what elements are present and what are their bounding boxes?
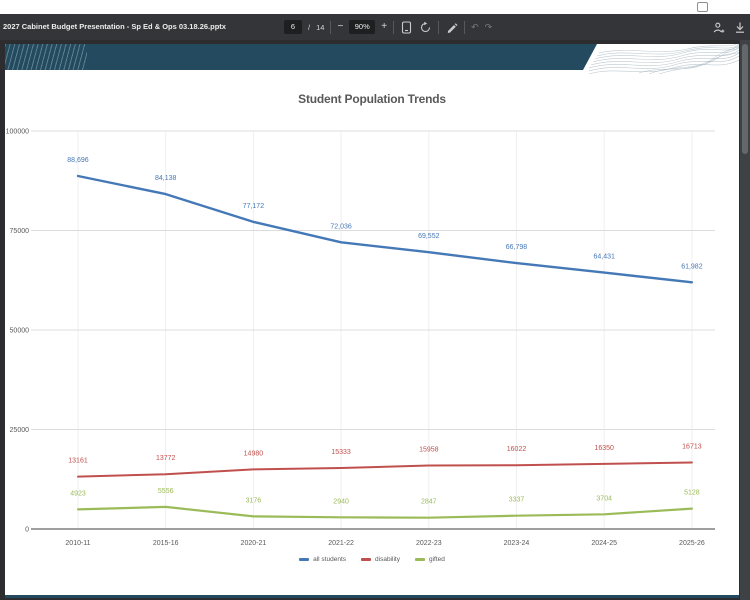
page-divider: /	[308, 22, 311, 32]
person-add-icon[interactable]	[712, 21, 725, 34]
zoom-level-input[interactable]: 90%	[349, 20, 376, 34]
chart-legend: all students disability gifted	[5, 556, 739, 563]
zoom-in-button[interactable]: +	[381, 21, 388, 32]
undo-icon[interactable]: ↶	[471, 21, 479, 32]
data-point-label: 64,431	[593, 254, 615, 261]
category-label: 2022-23	[416, 540, 442, 547]
data-point-label: 13772	[156, 455, 176, 462]
document-title: 2027 Cabinet Budget Presentation - Sp Ed…	[3, 22, 226, 31]
data-point-label: 69,552	[418, 233, 440, 240]
category-label: 2021-22	[328, 540, 354, 547]
pdf-toolbar: 2027 Cabinet Budget Presentation - Sp Ed…	[0, 14, 750, 40]
data-point-label: 15958	[419, 446, 439, 453]
download-icon[interactable]	[733, 21, 746, 34]
data-point-label: 84,138	[155, 175, 177, 182]
y-tick-label: 50000	[10, 328, 30, 335]
data-point-label: 5128	[684, 490, 700, 497]
slide-footer-band	[5, 595, 739, 598]
category-label: 2025-26	[679, 540, 705, 547]
data-point-label: 72,036	[330, 223, 352, 230]
data-point-label: 16713	[682, 443, 702, 450]
category-label: 2024-25	[591, 540, 617, 547]
toolbar-separator	[438, 20, 440, 34]
data-point-label: 16022	[507, 446, 527, 453]
data-point-label: 16350	[594, 445, 614, 452]
pdf-viewer-area: Student Population Trends 0 25000 50000 750…	[0, 40, 750, 600]
category-label: 2010-11	[65, 540, 90, 547]
chart-title: Student Population Trends	[298, 92, 446, 106]
y-tick-label: 75000	[10, 228, 30, 235]
y-tick-label: 100000	[6, 129, 29, 136]
data-point-label: 13161	[68, 458, 88, 465]
legend-item-all-students: all students	[299, 556, 346, 563]
toolbar-separator	[330, 20, 332, 34]
page-total: 14	[316, 22, 325, 32]
category-label: 2020-21	[241, 540, 267, 547]
scrollbar	[740, 40, 750, 600]
legend-marker-icon	[361, 558, 372, 561]
draw-icon[interactable]	[445, 21, 458, 34]
toolbar-separator	[464, 20, 466, 34]
legend-marker-icon	[299, 558, 310, 561]
category-label: 2023-24	[504, 540, 530, 547]
data-point-label: 77,172	[243, 203, 265, 210]
legend-label: disability	[375, 556, 400, 563]
line-chart: 0 25000 50000 75000 100000 2010-11 2015-16 2020…	[6, 129, 715, 547]
series-line-disability	[77, 461, 693, 478]
data-point-label: 3704	[596, 495, 612, 502]
data-point-label: 3176	[246, 497, 262, 504]
data-point-label: 4923	[70, 490, 86, 497]
fit-to-page-icon[interactable]	[400, 20, 413, 34]
legend-item-gifted: gifted	[414, 556, 445, 563]
series-line-gifted	[76, 505, 693, 519]
restore-window-icon[interactable]	[697, 2, 708, 12]
legend-marker-icon	[414, 558, 425, 561]
slide-header-band	[5, 44, 597, 70]
scrollbar-thumb[interactable]	[742, 44, 748, 154]
redo-icon[interactable]: ↷	[484, 21, 493, 32]
legend-item-disability: disability	[361, 556, 400, 563]
page-number-input[interactable]: 6	[284, 20, 302, 34]
y-tick-label: 0	[25, 527, 29, 534]
data-point-label: 14980	[244, 450, 264, 457]
toolbar-separator	[393, 20, 395, 34]
data-point-label: 15333	[331, 449, 351, 456]
data-point-label: 61,982	[681, 263, 703, 270]
rotate-page-icon[interactable]	[419, 21, 432, 34]
data-point-label: 2940	[333, 498, 349, 505]
slide-page: Student Population Trends 0 25000 50000 750…	[5, 44, 739, 598]
zoom-out-button[interactable]: −	[337, 21, 344, 32]
legend-label: all students	[313, 556, 347, 563]
data-point-label: 66,798	[506, 244, 528, 251]
series-line-all-students	[76, 174, 694, 284]
decorative-waves	[589, 44, 739, 74]
legend-label: gifted	[428, 556, 445, 563]
category-label: 2015-16	[153, 540, 179, 547]
data-point-label: 3337	[509, 497, 525, 504]
data-point-label: 88,696	[67, 157, 89, 164]
toolbar-center-controls: 6 / 14 − 90% + ↶ ↷	[284, 14, 492, 40]
toolbar-right-controls	[712, 14, 746, 40]
browser-top-strip	[0, 0, 750, 14]
y-tick-label: 25000	[10, 427, 30, 434]
data-point-label: 5556	[158, 488, 174, 495]
data-point-label: 2847	[421, 499, 437, 506]
band-line-pattern	[5, 44, 87, 70]
